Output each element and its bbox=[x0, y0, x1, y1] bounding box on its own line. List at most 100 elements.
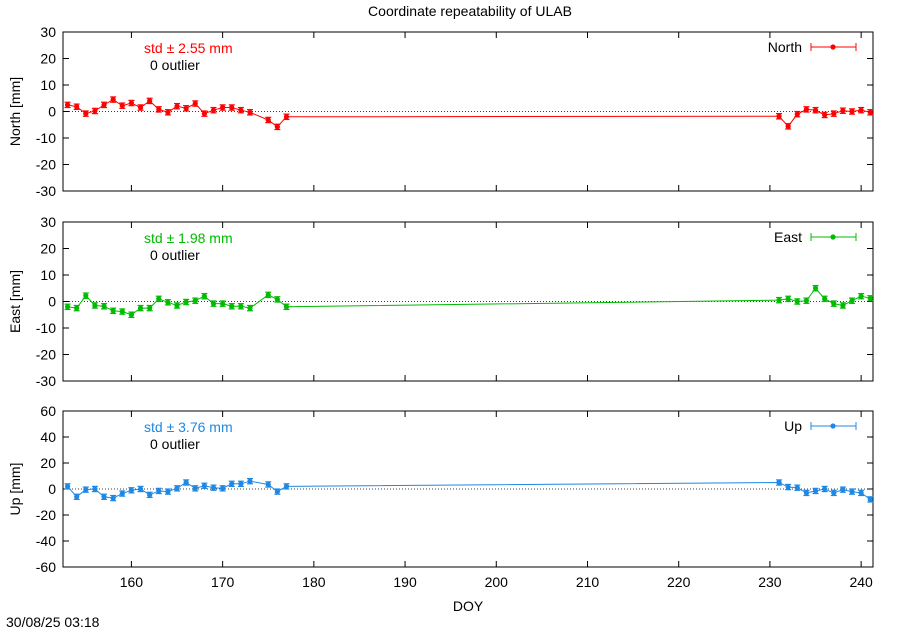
data-point bbox=[238, 107, 244, 113]
data-point bbox=[849, 108, 855, 115]
data-point bbox=[812, 107, 819, 113]
data-point bbox=[101, 303, 107, 309]
y-tick-label: -10 bbox=[36, 130, 56, 146]
panel-east: 30 20 10 0 -10 -20 -30 East [mm] std ± 1.98 mm0 … bbox=[7, 214, 874, 389]
data-point bbox=[101, 494, 107, 500]
chart-title: Coordinate repeatability of ULAB bbox=[368, 3, 572, 19]
data-point bbox=[283, 304, 290, 310]
data-point bbox=[74, 494, 80, 500]
std-annotation: std ± 2.55 mm bbox=[144, 40, 233, 56]
y-axis-label: North [mm] bbox=[7, 77, 23, 146]
legend-marker bbox=[830, 234, 836, 240]
data-point bbox=[831, 490, 837, 496]
data-point bbox=[283, 483, 290, 489]
y-tick-label: 10 bbox=[40, 267, 56, 283]
data-point bbox=[229, 481, 235, 487]
data-point bbox=[265, 292, 271, 298]
data-point bbox=[119, 308, 125, 315]
legend-label: East bbox=[774, 229, 802, 245]
data-point bbox=[794, 298, 800, 305]
data-point bbox=[110, 308, 116, 314]
data-point bbox=[247, 478, 253, 484]
data-point bbox=[137, 486, 144, 492]
data-point bbox=[74, 305, 80, 311]
y-tick-label: 30 bbox=[40, 24, 56, 40]
data-point bbox=[201, 483, 207, 489]
data-point bbox=[83, 487, 89, 493]
data-point bbox=[840, 487, 846, 493]
data-point bbox=[785, 296, 791, 302]
data-point bbox=[156, 488, 162, 494]
x-tick-label: 210 bbox=[576, 574, 600, 590]
data-point bbox=[210, 485, 217, 491]
data-point bbox=[147, 492, 153, 498]
y-tick-label: 60 bbox=[40, 403, 56, 419]
data-point bbox=[247, 305, 253, 311]
y-tick-label: 20 bbox=[40, 455, 56, 471]
data-point bbox=[803, 106, 810, 112]
data-point bbox=[220, 104, 226, 111]
y-tick-label: -20 bbox=[36, 157, 56, 173]
y-tick-label: 10 bbox=[40, 77, 56, 93]
data-point bbox=[156, 106, 162, 112]
data-point bbox=[849, 489, 855, 495]
y-tick-label: 20 bbox=[40, 241, 56, 257]
y-tick-label: -60 bbox=[36, 559, 56, 575]
series-line bbox=[67, 98, 871, 128]
data-point bbox=[174, 302, 180, 309]
data-point bbox=[192, 100, 198, 107]
legend-marker bbox=[830, 423, 836, 429]
data-point bbox=[867, 109, 873, 115]
data-point bbox=[92, 486, 98, 492]
data-point bbox=[201, 111, 207, 117]
data-point bbox=[174, 485, 180, 491]
data-point bbox=[119, 490, 125, 497]
data-point bbox=[794, 485, 800, 491]
data-point bbox=[110, 96, 116, 103]
x-tick-label: 230 bbox=[758, 574, 782, 590]
data-point bbox=[803, 490, 810, 496]
data-point bbox=[192, 298, 198, 304]
data-point bbox=[229, 303, 235, 309]
data-point bbox=[265, 117, 271, 123]
data-point bbox=[776, 479, 782, 486]
y-tick-label: -30 bbox=[36, 373, 56, 389]
data-point bbox=[210, 107, 217, 113]
data-point bbox=[840, 302, 846, 309]
data-point bbox=[867, 496, 873, 502]
data-point bbox=[119, 103, 125, 109]
x-tick-label: 160 bbox=[120, 574, 144, 590]
x-tick-label: 190 bbox=[393, 574, 417, 590]
data-point bbox=[156, 296, 162, 302]
x-tick-label: 180 bbox=[302, 574, 326, 590]
data-point bbox=[840, 108, 846, 114]
data-point bbox=[822, 296, 828, 302]
data-point bbox=[274, 489, 280, 495]
data-point bbox=[803, 298, 810, 304]
data-point bbox=[128, 487, 135, 493]
panel-north: 30 20 10 0 -10 -20 -30 North [mm] std ± 2.55 mm0… bbox=[7, 24, 874, 199]
data-point bbox=[858, 107, 864, 113]
data-point bbox=[858, 293, 864, 299]
data-point bbox=[192, 485, 198, 491]
data-point bbox=[83, 293, 89, 299]
data-point bbox=[110, 495, 116, 501]
data-point bbox=[64, 304, 71, 310]
y-tick-label: -30 bbox=[36, 183, 56, 199]
y-axis-label: Up [mm] bbox=[7, 463, 23, 516]
data-point bbox=[831, 111, 837, 117]
data-point bbox=[283, 114, 290, 120]
y-tick-label: 0 bbox=[48, 104, 56, 120]
data-point bbox=[822, 112, 828, 118]
data-point bbox=[812, 488, 819, 494]
y-tick-label: 20 bbox=[40, 51, 56, 67]
data-point bbox=[165, 299, 171, 305]
outlier-annotation: 0 outlier bbox=[150, 247, 200, 263]
data-point bbox=[274, 296, 280, 302]
data-point bbox=[220, 301, 226, 307]
data-point bbox=[831, 301, 837, 307]
data-point bbox=[183, 299, 189, 305]
data-point bbox=[147, 305, 153, 311]
data-point bbox=[92, 302, 98, 309]
